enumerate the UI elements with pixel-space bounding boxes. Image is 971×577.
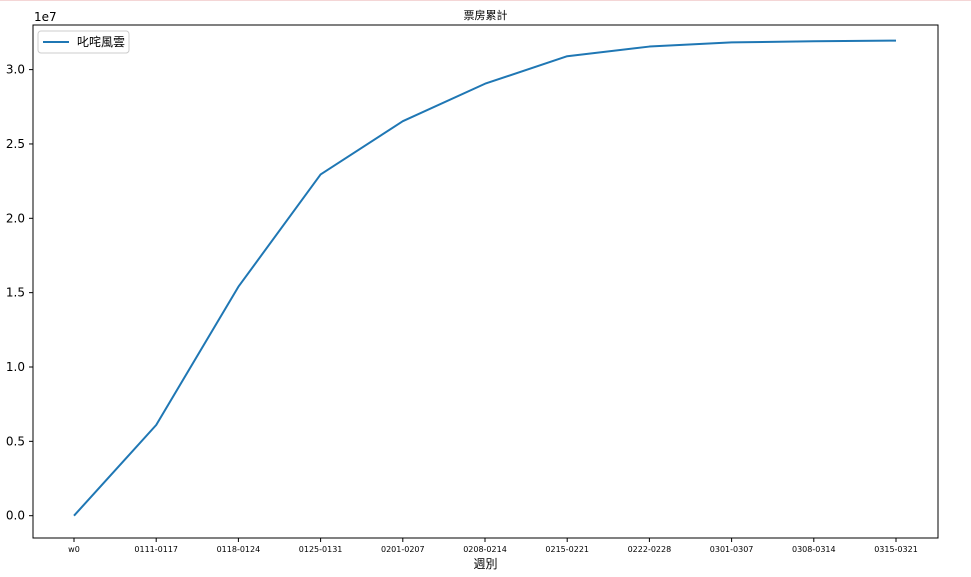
window-top-border <box>0 0 971 1</box>
x-tick-label: 0222-0228 <box>628 545 672 554</box>
x-tick-label: 0315-0321 <box>874 545 918 554</box>
x-axis: w0 0111-0117 0118-0124 0125-0131 0201-0207 02… <box>68 538 918 554</box>
series-layer <box>73 39 897 517</box>
legend: 叱咤風雲 <box>37 30 130 54</box>
y-tick-label: 3.0 <box>6 63 25 77</box>
x-tick-label: 0215-0221 <box>545 545 589 554</box>
x-axis-label: 週別 <box>473 557 497 571</box>
plot-background <box>33 25 938 538</box>
y-tick-label: 0.0 <box>6 509 25 523</box>
y-tick-label: 2.5 <box>6 137 25 151</box>
x-tick-label: 0208-0214 <box>463 545 507 554</box>
y-tick-label: 1.5 <box>6 286 25 300</box>
legend-box <box>37 30 130 54</box>
x-tick-label: 0308-0314 <box>792 545 836 554</box>
chart-title: 票房累計 <box>464 8 508 22</box>
x-tick-label: w0 <box>68 545 80 554</box>
y-offset-label: 1e7 <box>34 10 57 24</box>
y-tick-label: 1.0 <box>6 360 25 374</box>
y-tick-label: 2.0 <box>6 211 25 225</box>
x-tick-label: 0125-0131 <box>299 545 343 554</box>
x-tick-label: 0118-0124 <box>217 545 261 554</box>
x-tick-label: 0301-0307 <box>710 545 754 554</box>
x-tick-label: 0201-0207 <box>381 545 425 554</box>
legend-label: 叱咤風雲 <box>77 35 125 49</box>
y-axis: 0.0 0.5 1.0 1.5 2.0 2.5 3.0 <box>6 63 33 523</box>
y-tick-label: 0.5 <box>6 434 25 448</box>
x-tick-label: 0111-0117 <box>134 545 178 554</box>
